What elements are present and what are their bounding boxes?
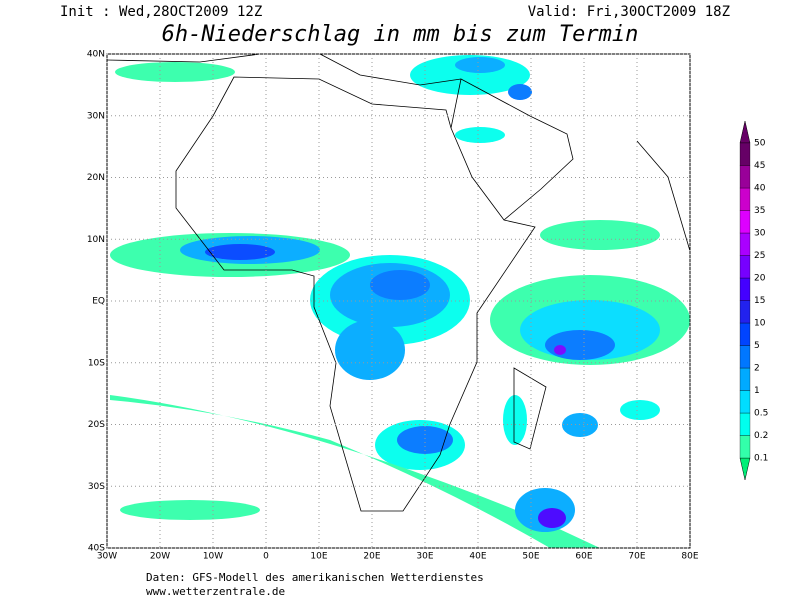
colorbar-triangle	[739, 120, 751, 144]
colorbar-triangle	[739, 457, 751, 481]
colorbar-swatch	[739, 300, 751, 324]
map-title: 6h-Niederschlag in mm bis zum Termin	[162, 22, 639, 47]
colorbar-swatch	[739, 390, 751, 414]
x-tick-label: 10E	[310, 552, 327, 562]
colorbar-swatch	[739, 277, 751, 301]
colorbar-swatch	[739, 187, 751, 211]
colorbar-swatch	[739, 232, 751, 256]
colorbar-label: 40	[754, 184, 766, 194]
colorbar-label: 5	[754, 341, 760, 351]
y-tick-label: 10N	[87, 235, 105, 245]
x-tick-label: 40E	[469, 552, 486, 562]
x-tick-label: 50E	[522, 552, 539, 562]
coastlines	[106, 53, 691, 512]
footer-url: www.wetterzentrale.de	[146, 585, 285, 598]
colorbar-swatch	[739, 165, 751, 189]
colorbar-label: 10	[754, 319, 766, 329]
x-tick-label: 0	[263, 552, 269, 562]
valid-time: Valid: Fri,30OCT2009 18Z	[528, 4, 730, 20]
colorbar-swatch	[739, 435, 751, 459]
x-tick-label: 20E	[363, 552, 380, 562]
colorbar-label: 0.5	[754, 409, 768, 419]
x-tick-label: 80E	[681, 552, 698, 562]
y-tick-label: 10S	[88, 358, 105, 368]
y-tick-label: 30N	[87, 111, 105, 121]
colorbar-swatch	[739, 367, 751, 391]
colorbar-label: 1	[754, 386, 760, 396]
x-tick-label: 20W	[150, 552, 170, 562]
colorbar-label: 35	[754, 206, 765, 216]
colorbar-label: 15	[754, 296, 765, 306]
colorbar-label: 20	[754, 274, 766, 284]
y-tick-label: 30S	[88, 482, 105, 492]
colorbar-label: 2	[754, 364, 760, 374]
y-tick-label: 20S	[88, 420, 105, 430]
colorbar-label: 0.2	[754, 431, 768, 441]
colorbar-label: 45	[754, 161, 765, 171]
precipitation	[110, 55, 690, 548]
x-tick-label: 70E	[628, 552, 645, 562]
colorbar-label: 30	[754, 229, 766, 239]
colorbar-label: 50	[754, 139, 766, 149]
colorbar-label: 25	[754, 251, 765, 261]
y-tick-label: 40S	[88, 544, 105, 554]
colorbar-swatch	[739, 142, 751, 166]
colorbar-swatch	[739, 255, 751, 279]
colorbar-swatch	[739, 210, 751, 234]
colorbar-swatch	[739, 345, 751, 369]
y-tick-label: EQ	[92, 297, 105, 307]
x-tick-label: 30W	[97, 552, 117, 562]
y-tick-label: 40N	[87, 50, 105, 60]
colorbar-label: 0.1	[754, 454, 768, 464]
x-tick-label: 60E	[575, 552, 592, 562]
x-tick-label: 10W	[203, 552, 223, 562]
x-tick-label: 30E	[416, 552, 433, 562]
colorbar-swatch	[739, 322, 751, 346]
y-tick-label: 20N	[87, 173, 105, 183]
colorbar-swatch	[739, 412, 751, 436]
init-time: Init : Wed,28OCT2009 12Z	[60, 4, 262, 20]
footer-source: Daten: GFS-Modell des amerikanischen Wet…	[146, 571, 484, 584]
